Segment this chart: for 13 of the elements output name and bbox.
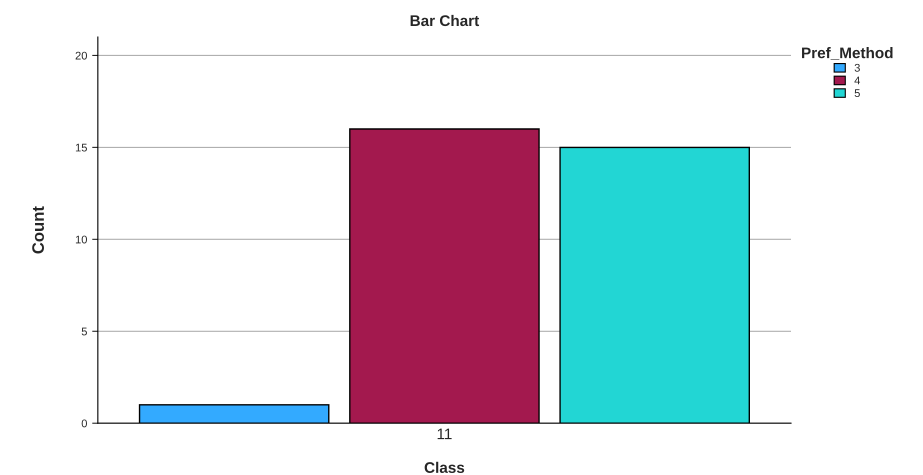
x-tick-label: 11: [438, 428, 452, 440]
y-tick-label: 20: [76, 52, 87, 60]
y-tick-label: 15: [76, 144, 87, 152]
y-tick-label: 5: [82, 328, 87, 336]
legend-label: 4: [854, 76, 860, 84]
legend-title: Pref_Method: [802, 47, 893, 60]
x-axis-title: Class: [424, 462, 464, 473]
y-tick-label: 10: [76, 236, 87, 244]
legend-label: 3: [854, 64, 860, 72]
legend-label: 5: [854, 89, 860, 98]
y-tick-label: 0: [82, 419, 87, 428]
chart-title: Bar Chart: [410, 14, 480, 26]
y-axis-title: Count: [32, 206, 44, 254]
